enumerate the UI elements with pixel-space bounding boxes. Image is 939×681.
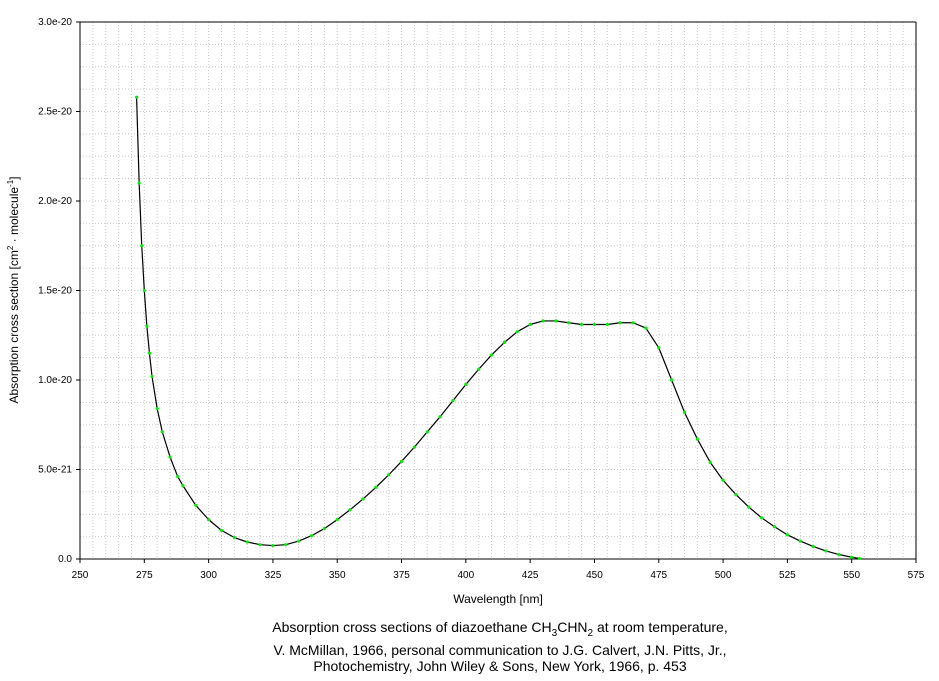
data-point	[605, 322, 609, 327]
data-point	[134, 95, 139, 99]
data-point	[245, 540, 249, 544]
data-point	[284, 543, 288, 547]
x-tick-label: 325	[265, 570, 282, 581]
x-tick-label: 275	[136, 570, 153, 581]
data-point	[309, 534, 314, 538]
data-point	[541, 319, 545, 323]
data-point	[772, 525, 777, 529]
grid	[79, 21, 917, 560]
x-tick-label: 300	[200, 570, 217, 581]
data-point	[271, 543, 275, 548]
y-tick-label: 2.5e-20	[38, 107, 72, 118]
x-tick-label: 350	[329, 570, 346, 581]
x-tick-labels: 250 275 300 325 350 375 400 425 450 475 500 525 550 5…	[72, 559, 925, 581]
y-tick-labels: 0.0 5.0e-21 1.0e-20 1.5e-20 2.0e-20 2.5e-20 3.…	[38, 17, 80, 565]
data-point	[837, 552, 841, 557]
data-point	[181, 484, 185, 488]
data-point	[747, 505, 751, 509]
caption-line-3: Photochemistry, John Wiley & Sons, New Y…	[313, 657, 687, 674]
data-point	[335, 518, 339, 522]
data-point	[785, 533, 789, 537]
data-point	[258, 543, 262, 547]
data-point	[682, 410, 687, 414]
data-point	[150, 374, 154, 379]
data-point	[140, 244, 144, 248]
series-group	[134, 95, 862, 561]
data-point	[798, 539, 802, 543]
data-point	[708, 460, 712, 464]
x-tick-label: 500	[715, 570, 732, 581]
caption-line-1: Absorption cross sections of diazoethane…	[272, 619, 728, 639]
data-point	[670, 378, 674, 382]
data-point	[580, 322, 584, 327]
data-point	[631, 321, 635, 325]
data-point	[176, 475, 180, 479]
caption-line-2: V. McMillan, 1966, personal communicatio…	[273, 641, 727, 658]
data-point	[348, 508, 352, 512]
data-point	[374, 485, 378, 489]
data-point	[464, 382, 468, 387]
absorption-chart: 250 275 300 325 350 375 400 425 450 475 500 525 550 5…	[6, 17, 925, 606]
data-point	[438, 415, 442, 419]
data-point	[489, 353, 494, 357]
data-point	[412, 445, 416, 449]
data-point	[232, 535, 236, 540]
data-point	[147, 351, 152, 355]
data-point	[657, 346, 661, 350]
data-point	[734, 492, 738, 497]
data-point	[695, 437, 699, 441]
x-tick-label: 375	[393, 570, 410, 581]
data-point	[297, 539, 301, 543]
data-point	[824, 549, 828, 553]
data-point	[399, 459, 404, 464]
x-tick-label: 400	[458, 570, 475, 581]
data-point	[477, 367, 481, 371]
x-tick-label: 425	[522, 570, 539, 581]
data-point	[592, 322, 597, 327]
data-point	[857, 556, 862, 561]
x-tick-label: 450	[586, 570, 603, 581]
data-point	[811, 544, 815, 549]
y-tick-label: 2.0e-20	[38, 196, 72, 207]
figure-caption: Absorption cross sections of diazoethane…	[0, 619, 939, 674]
data-point	[142, 288, 146, 293]
y-axis-label: Absorption cross section [cm2 · molecule…	[6, 176, 21, 403]
data-point	[618, 321, 622, 325]
x-tick-label: 550	[843, 570, 860, 581]
data-point	[850, 555, 854, 559]
data-point	[207, 518, 211, 522]
data-point	[721, 478, 725, 482]
x-tick-label: 250	[72, 570, 89, 581]
data-point	[168, 455, 172, 459]
data-point	[387, 473, 391, 477]
data-point	[760, 516, 764, 520]
x-tick-label: 575	[908, 570, 925, 581]
y-tick-label: 1.0e-20	[38, 375, 72, 386]
data-point	[502, 340, 507, 345]
data-point	[528, 322, 532, 327]
data-point	[567, 321, 571, 325]
data-point	[145, 324, 149, 328]
data-point	[554, 319, 558, 323]
data-point	[322, 526, 326, 531]
plot-area	[80, 22, 916, 559]
data-point	[160, 430, 164, 434]
data-point	[644, 326, 648, 330]
data-point	[219, 528, 224, 532]
data-point	[515, 330, 519, 334]
data-point	[425, 430, 429, 434]
x-tick-label: 525	[779, 570, 796, 581]
data-point	[194, 503, 198, 507]
data-point	[155, 407, 159, 411]
y-tick-label: 5.0e-21	[38, 465, 72, 476]
data-point	[361, 497, 365, 501]
x-axis-label: Wavelength [nm]	[453, 592, 543, 606]
data-point	[137, 181, 141, 185]
y-tick-label: 3.0e-20	[38, 17, 72, 28]
x-tick-label: 475	[650, 570, 667, 581]
data-point	[451, 398, 455, 403]
y-tick-label: 0.0	[58, 554, 72, 565]
y-tick-label: 1.5e-20	[38, 286, 72, 297]
